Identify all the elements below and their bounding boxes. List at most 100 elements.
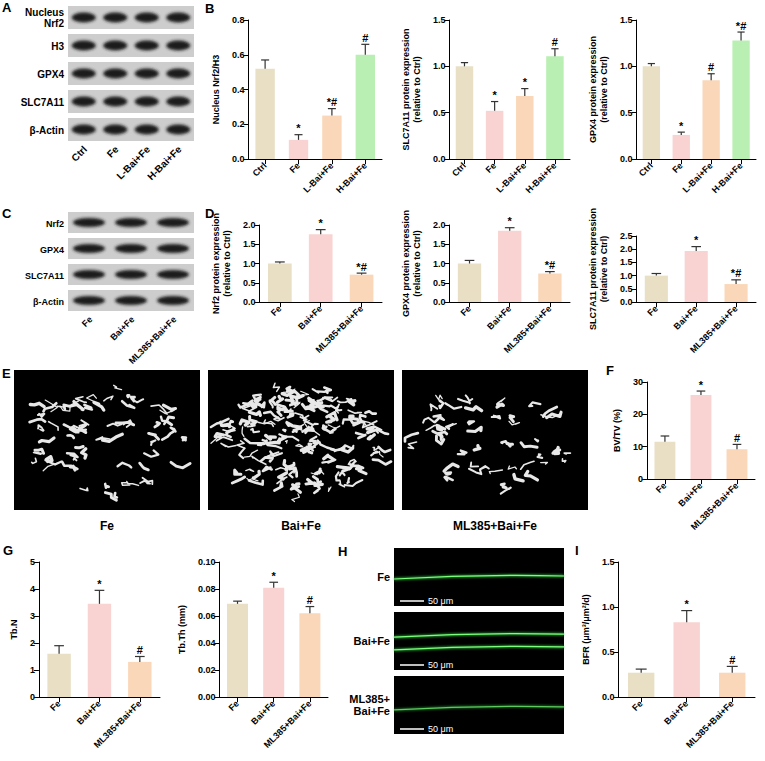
svg-text:#: # bbox=[734, 432, 740, 444]
svg-text:30: 30 bbox=[633, 377, 643, 387]
svg-text:Bai+Fe: Bai+Fe bbox=[354, 705, 390, 717]
svg-text:0.02: 0.02 bbox=[198, 665, 216, 675]
svg-text:Bai+Fe: Bai+Fe bbox=[108, 314, 136, 342]
svg-text:Tb.N: Tb.N bbox=[9, 620, 19, 640]
svg-text:L-Bai+Fe: L-Bai+Fe bbox=[494, 160, 528, 194]
svg-text:Fe: Fe bbox=[105, 143, 121, 159]
svg-text:H-Bai+Fe: H-Bai+Fe bbox=[710, 160, 745, 195]
svg-text:0.8: 0.8 bbox=[232, 15, 245, 25]
svg-text:(relative to Ctrl): (relative to Ctrl) bbox=[599, 236, 609, 303]
svg-text:GPX4 protein expression: GPX4 protein expression bbox=[401, 210, 411, 317]
svg-text:Ctrl: Ctrl bbox=[637, 160, 655, 178]
svg-text:*: * bbox=[296, 122, 301, 134]
svg-text:Fe: Fe bbox=[100, 519, 114, 533]
svg-text:1.5: 1.5 bbox=[433, 239, 446, 249]
svg-text:0.0: 0.0 bbox=[232, 154, 245, 164]
svg-text:0.5: 0.5 bbox=[433, 278, 446, 288]
svg-text:Fe: Fe bbox=[269, 303, 283, 317]
svg-text:A: A bbox=[2, 0, 12, 15]
svg-text:*: * bbox=[492, 89, 497, 101]
svg-text:0.10: 0.10 bbox=[198, 557, 216, 567]
svg-text:*: * bbox=[272, 570, 277, 582]
svg-text:0.0: 0.0 bbox=[243, 297, 256, 307]
svg-text:Nrf2: Nrf2 bbox=[46, 219, 64, 229]
svg-text:1: 1 bbox=[30, 665, 35, 675]
svg-text:0.2: 0.2 bbox=[232, 119, 245, 129]
svg-text:*: * bbox=[694, 234, 699, 246]
svg-text:H-Bai+Fe: H-Bai+Fe bbox=[334, 160, 369, 195]
svg-text:SLC7A11 protein expression: SLC7A11 protein expression bbox=[588, 208, 598, 330]
svg-text:Bai+Fe: Bai+Fe bbox=[676, 480, 704, 508]
svg-text:ML385+: ML385+ bbox=[349, 693, 390, 705]
svg-text:Ctrl: Ctrl bbox=[251, 160, 269, 178]
svg-text:*#: *# bbox=[736, 20, 746, 32]
svg-text:H3: H3 bbox=[51, 41, 64, 52]
svg-text:*#: *# bbox=[545, 259, 555, 271]
svg-text:20: 20 bbox=[633, 409, 643, 419]
svg-text:G: G bbox=[3, 543, 13, 558]
svg-text:GPX4: GPX4 bbox=[40, 245, 64, 255]
svg-text:#: # bbox=[137, 644, 143, 656]
svg-text:ML385+Bai+Fe: ML385+Bai+Fe bbox=[684, 698, 736, 750]
svg-text:(relative to Ctrl): (relative to Ctrl) bbox=[222, 230, 232, 297]
svg-text:H: H bbox=[338, 544, 347, 559]
svg-text:Bai+Fe: Bai+Fe bbox=[662, 698, 690, 726]
svg-text:0.5: 0.5 bbox=[433, 108, 446, 118]
svg-text:10: 10 bbox=[633, 442, 643, 452]
svg-text:Fe: Fe bbox=[654, 480, 668, 494]
svg-text:*#: *# bbox=[356, 261, 366, 273]
svg-text:E: E bbox=[2, 366, 11, 381]
svg-text:*: * bbox=[97, 578, 102, 590]
svg-text:50 μm: 50 μm bbox=[428, 596, 453, 606]
svg-text:2.0: 2.0 bbox=[433, 220, 446, 230]
svg-text:Bai+Fe: Bai+Fe bbox=[296, 303, 324, 331]
svg-text:0.5: 0.5 bbox=[620, 284, 633, 294]
svg-text:5: 5 bbox=[30, 557, 35, 567]
svg-text:β-Actin: β-Actin bbox=[33, 297, 64, 307]
svg-text:ML385+Bai+Fe: ML385+Bai+Fe bbox=[689, 480, 741, 532]
svg-text:0.04: 0.04 bbox=[198, 638, 216, 648]
svg-text:Fe: Fe bbox=[670, 160, 684, 174]
svg-text:#: # bbox=[362, 32, 368, 44]
svg-text:Fe: Fe bbox=[459, 303, 473, 317]
svg-text:GPX4 protein expression: GPX4 protein expression bbox=[588, 36, 598, 143]
svg-text:BFR (μm³/μm²/d): BFR (μm³/μm²/d) bbox=[581, 594, 591, 665]
svg-text:0.6: 0.6 bbox=[232, 50, 245, 60]
svg-text:0.5: 0.5 bbox=[243, 278, 256, 288]
svg-text:0: 0 bbox=[30, 692, 35, 702]
svg-text:ML385+Bai+Fe: ML385+Bai+Fe bbox=[92, 698, 144, 750]
svg-text:Nucleus: Nucleus bbox=[25, 7, 64, 18]
svg-text:#: # bbox=[708, 61, 714, 73]
svg-text:Fe: Fe bbox=[377, 571, 390, 583]
svg-text:2.0: 2.0 bbox=[620, 244, 633, 254]
svg-text:Fe: Fe bbox=[484, 160, 498, 174]
svg-text:*#: *# bbox=[731, 267, 741, 279]
svg-text:0.00: 0.00 bbox=[198, 692, 216, 702]
svg-text:1.5: 1.5 bbox=[433, 15, 446, 25]
svg-text:0.0: 0.0 bbox=[602, 692, 615, 702]
svg-text:*: * bbox=[685, 598, 690, 610]
svg-text:*: * bbox=[679, 120, 684, 132]
svg-text:0.06: 0.06 bbox=[198, 611, 216, 621]
svg-text:*: * bbox=[523, 76, 528, 88]
svg-text:ML385+Bai+Fe: ML385+Bai+Fe bbox=[127, 314, 179, 366]
svg-text:Fe: Fe bbox=[227, 698, 241, 712]
svg-text:0.5: 0.5 bbox=[602, 647, 615, 657]
svg-text:#: # bbox=[729, 654, 735, 666]
svg-text:Bai+Fe: Bai+Fe bbox=[281, 519, 321, 533]
svg-text:50 μm: 50 μm bbox=[428, 660, 453, 670]
svg-text:0.0: 0.0 bbox=[620, 154, 633, 164]
svg-text:Bai+Fe: Bai+Fe bbox=[672, 303, 700, 331]
svg-text:Fe: Fe bbox=[288, 160, 302, 174]
svg-text:Nrf2 protein expression: Nrf2 protein expression bbox=[211, 213, 221, 314]
svg-text:L-Bai+Fe: L-Bai+Fe bbox=[301, 160, 335, 194]
svg-text:#: # bbox=[552, 36, 558, 48]
svg-text:1.5: 1.5 bbox=[620, 257, 633, 267]
svg-text:Bai+Fe: Bai+Fe bbox=[354, 635, 390, 647]
svg-text:1.0: 1.0 bbox=[620, 271, 633, 281]
svg-text:Ctrl: Ctrl bbox=[450, 160, 468, 178]
svg-text:ML385+Bai+Fe: ML385+Bai+Fe bbox=[453, 519, 537, 533]
svg-text:1.0: 1.0 bbox=[433, 259, 446, 269]
svg-text:H-Bai+Fe: H-Bai+Fe bbox=[145, 143, 184, 182]
svg-text:0.0: 0.0 bbox=[433, 297, 446, 307]
